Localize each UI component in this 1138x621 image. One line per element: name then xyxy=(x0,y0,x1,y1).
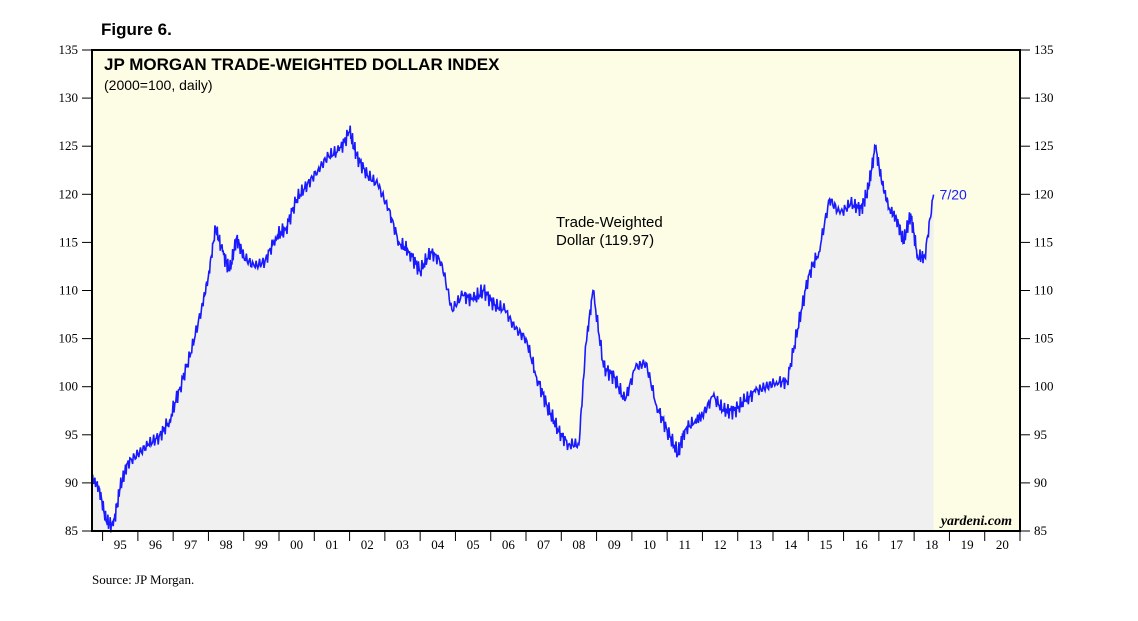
x-tick-label: 07 xyxy=(537,537,551,552)
y-tick-label-left: 85 xyxy=(65,523,78,538)
brand-watermark: yardeni.com xyxy=(939,514,1012,529)
x-tick-label: 11 xyxy=(679,537,692,552)
y-axis-left: 85 90 95 100 105 110 115 120 125 130 135 xyxy=(59,42,92,538)
x-tick-label: 17 xyxy=(890,537,904,552)
x-tick-label: 09 xyxy=(608,537,621,552)
series-line-trade-weighted-dollar xyxy=(91,125,935,533)
x-tick-label: 10 xyxy=(643,537,656,552)
y-tick-label-right: 125 xyxy=(1034,138,1054,153)
chart-title: JP MORGAN TRADE-WEIGHTED DOLLAR INDEX xyxy=(104,55,500,74)
x-tick-label: 15 xyxy=(819,537,832,552)
x-tick-label: 01 xyxy=(325,537,338,552)
y-tick-label-right: 85 xyxy=(1034,523,1047,538)
y-tick-label-left: 135 xyxy=(59,42,79,57)
x-tick-label: 05 xyxy=(467,537,480,552)
x-tick-label: 06 xyxy=(502,537,516,552)
y-tick-label-left: 110 xyxy=(59,283,78,298)
x-tick-label: 13 xyxy=(749,537,762,552)
series-annotation-line-2: Dollar (119.97) xyxy=(556,232,654,249)
y-tick-label-right: 95 xyxy=(1034,427,1047,442)
y-tick-label-left: 115 xyxy=(59,234,78,249)
y-tick-label-left: 125 xyxy=(59,138,79,153)
x-tick-label: 02 xyxy=(361,537,374,552)
y-tick-label-right: 130 xyxy=(1034,90,1054,105)
x-axis: 95 96 97 98 99 00 01 02 03 04 05 06 07 08 09 10 11 12 13 14… xyxy=(102,531,1021,552)
figure-label: Figure 6. xyxy=(101,20,172,39)
series-area-fill xyxy=(92,125,934,533)
series-annotation-line-1: Trade-Weighted xyxy=(556,214,663,231)
source-note: Source: JP Morgan. xyxy=(92,572,195,587)
y-tick-label-right: 110 xyxy=(1034,283,1053,298)
x-tick-label: 97 xyxy=(184,537,198,552)
x-tick-label: 14 xyxy=(784,537,798,552)
x-tick-label: 99 xyxy=(255,537,268,552)
y-tick-label-right: 115 xyxy=(1034,234,1053,249)
y-tick-label-left: 100 xyxy=(59,379,79,394)
chart-subtitle: (2000=100, daily) xyxy=(104,77,213,93)
x-tick-label: 08 xyxy=(572,537,585,552)
y-tick-label-right: 90 xyxy=(1034,475,1047,490)
x-tick-label: 12 xyxy=(714,537,727,552)
x-tick-label: 16 xyxy=(855,537,869,552)
y-tick-label-left: 95 xyxy=(65,427,78,442)
x-tick-label: 96 xyxy=(149,537,163,552)
y-tick-label-right: 135 xyxy=(1034,42,1054,57)
y-tick-label-right: 105 xyxy=(1034,331,1054,346)
x-tick-label: 18 xyxy=(925,537,938,552)
y-tick-label-left: 130 xyxy=(59,90,79,105)
x-tick-label: 19 xyxy=(961,537,974,552)
x-tick-label: 03 xyxy=(396,537,409,552)
series-end-label: 7/20 xyxy=(940,187,967,203)
y-tick-label-right: 100 xyxy=(1034,379,1054,394)
y-tick-label-right: 120 xyxy=(1034,186,1054,201)
y-tick-label-left: 120 xyxy=(59,186,79,201)
y-tick-label-left: 105 xyxy=(59,331,79,346)
x-tick-label: 95 xyxy=(114,537,127,552)
y-axis-right: 85 90 95 100 105 110 115 120 125 130 135 xyxy=(1020,42,1054,538)
x-tick-label: 04 xyxy=(431,537,445,552)
x-tick-label: 98 xyxy=(220,537,233,552)
y-tick-label-left: 90 xyxy=(65,475,78,490)
x-tick-label: 00 xyxy=(290,537,303,552)
x-tick-label: 20 xyxy=(996,537,1009,552)
